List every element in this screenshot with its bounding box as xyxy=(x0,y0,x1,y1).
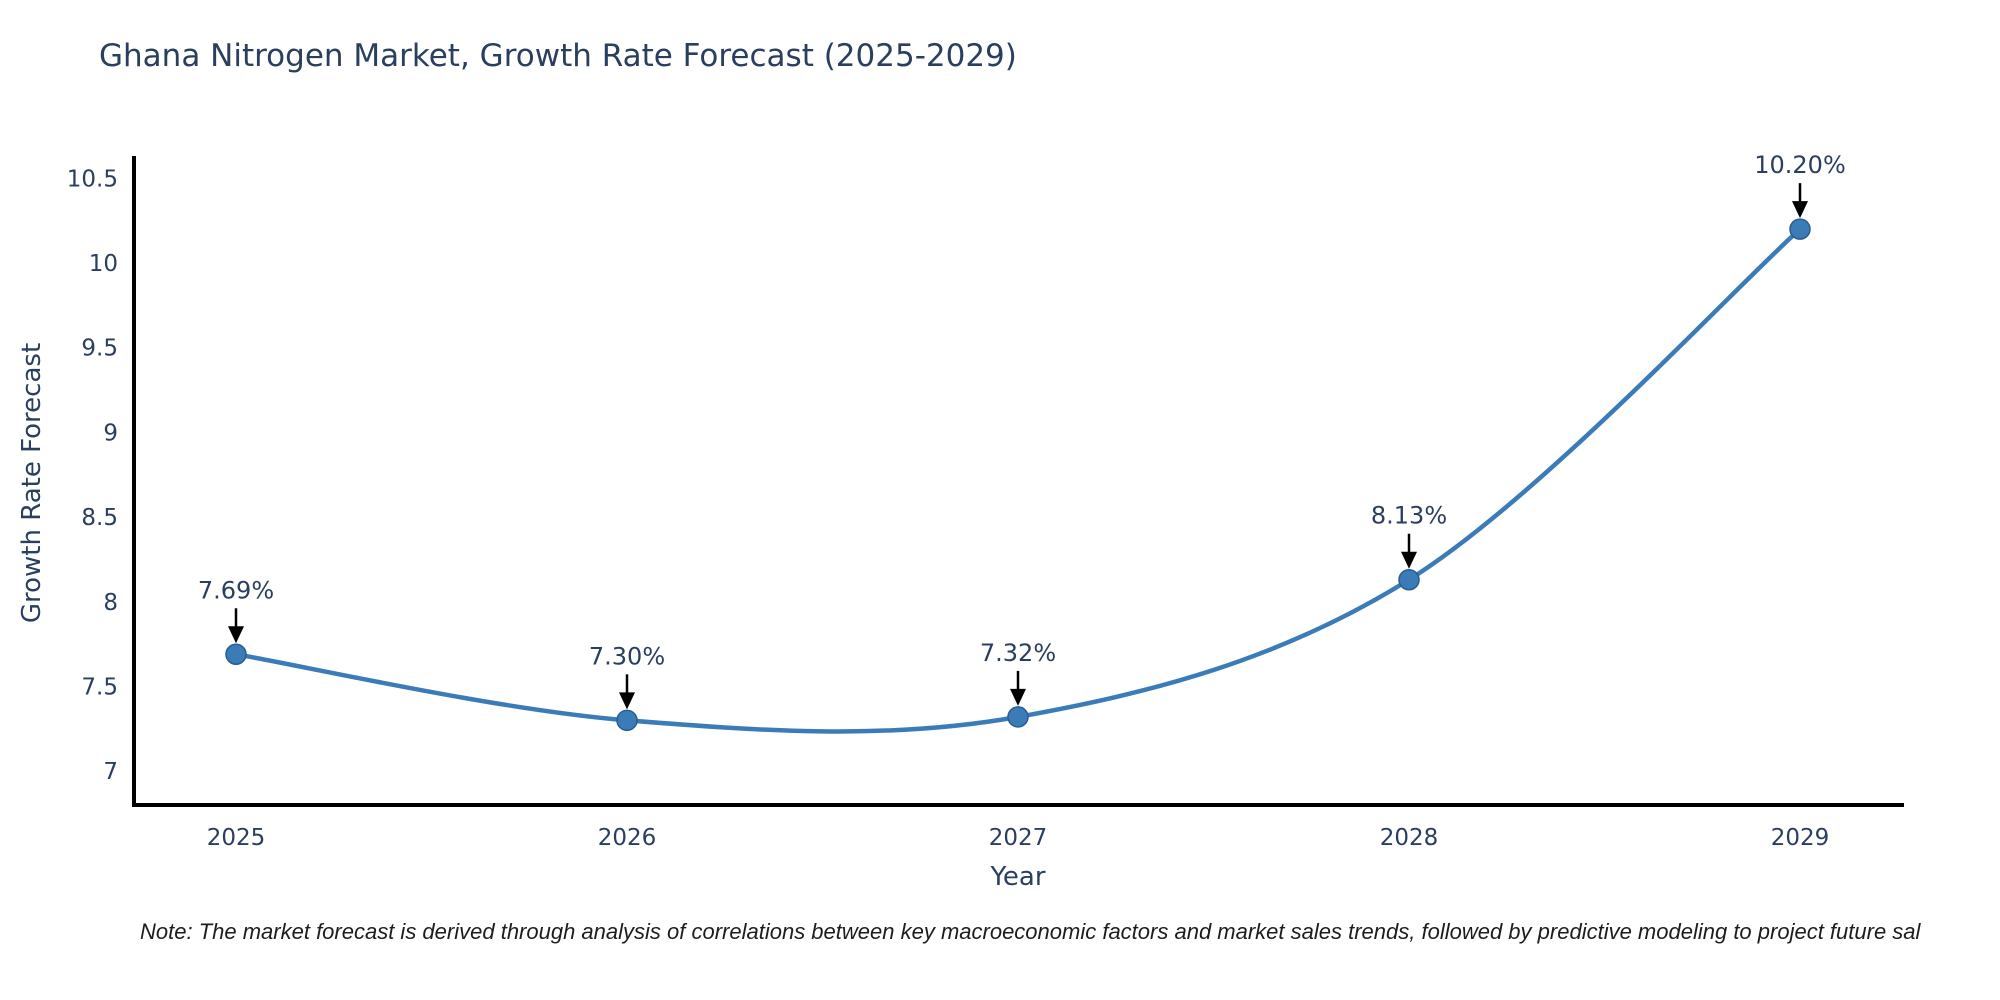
annotation-arrowhead xyxy=(1792,201,1808,219)
y-tick-label: 10 xyxy=(89,251,118,277)
x-tick-label: 2029 xyxy=(1771,825,1830,851)
y-tick-label: 10.5 xyxy=(67,166,118,192)
data-point-marker xyxy=(1789,218,1811,240)
y-tick-label: 8.5 xyxy=(81,505,118,531)
y-tick-label: 9 xyxy=(103,420,118,446)
x-tick-label: 2027 xyxy=(989,825,1048,851)
chart-title: Ghana Nitrogen Market, Growth Rate Forec… xyxy=(99,38,1017,74)
x-tick-label: 2028 xyxy=(1380,825,1439,851)
data-point-marker xyxy=(616,709,638,732)
annotation-label: 7.69% xyxy=(198,576,274,604)
footnote: Note: The market forecast is derived thr… xyxy=(140,919,1921,944)
x-axis-title: Year xyxy=(990,862,1046,892)
annotation-label: 7.32% xyxy=(980,639,1056,667)
annotation-arrowhead xyxy=(228,626,244,644)
y-tick-label: 9.5 xyxy=(81,336,118,362)
axis-lines xyxy=(132,156,1904,807)
annotation-label: 8.13% xyxy=(1371,502,1447,530)
annotation-arrowhead xyxy=(619,692,635,710)
y-axis-title: Growth Rate Forecast xyxy=(17,342,47,624)
y-tick-label: 7 xyxy=(103,759,118,785)
y-tick-label: 8 xyxy=(103,590,118,616)
data-point-marker xyxy=(1007,706,1029,728)
annotation-label: 7.30% xyxy=(589,642,665,670)
annotation-arrowhead xyxy=(1010,688,1026,706)
annotation-label: 10.20% xyxy=(1754,151,1846,179)
x-tick-label: 2025 xyxy=(207,825,266,851)
annotation-arrowhead xyxy=(1401,551,1417,569)
y-tick-label: 7.5 xyxy=(81,674,118,700)
data-point-marker xyxy=(225,643,247,666)
x-tick-label: 2026 xyxy=(598,825,657,851)
series-line xyxy=(233,226,1803,734)
data-point-marker xyxy=(1398,568,1420,591)
